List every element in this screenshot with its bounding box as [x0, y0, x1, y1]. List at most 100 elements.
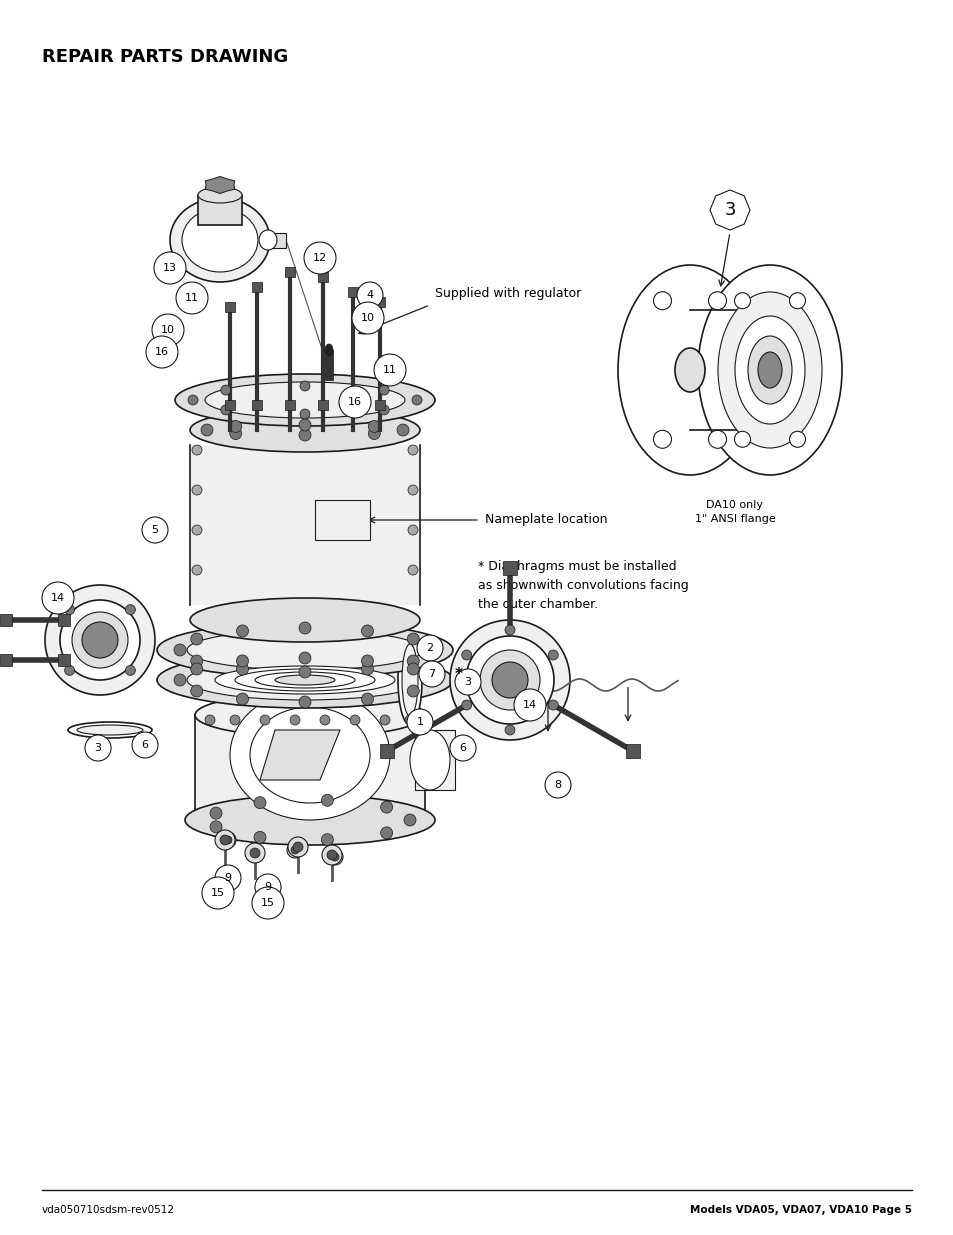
Ellipse shape [410, 730, 450, 790]
Circle shape [352, 303, 384, 333]
Circle shape [361, 693, 374, 705]
Circle shape [378, 405, 389, 415]
Bar [58, 655, 70, 666]
Circle shape [356, 282, 382, 308]
Ellipse shape [325, 345, 333, 356]
Circle shape [65, 605, 74, 615]
Circle shape [125, 605, 135, 615]
Bar [190, 445, 419, 605]
Circle shape [253, 831, 266, 844]
Circle shape [236, 693, 248, 705]
Circle shape [403, 814, 416, 826]
Circle shape [192, 525, 202, 535]
Circle shape [288, 837, 308, 857]
Circle shape [205, 715, 214, 725]
Circle shape [450, 735, 476, 761]
Circle shape [60, 600, 140, 680]
Ellipse shape [250, 706, 370, 803]
Circle shape [327, 848, 343, 864]
Circle shape [321, 834, 333, 846]
Ellipse shape [397, 635, 421, 725]
Circle shape [260, 715, 270, 725]
Circle shape [191, 634, 203, 645]
Circle shape [734, 431, 750, 447]
Ellipse shape [205, 382, 405, 417]
Ellipse shape [77, 725, 143, 735]
Text: 4: 4 [366, 290, 374, 300]
Circle shape [361, 655, 374, 667]
Bar [314, 500, 370, 540]
Circle shape [319, 715, 330, 725]
Text: 8: 8 [554, 781, 561, 790]
Ellipse shape [214, 666, 395, 694]
Circle shape [173, 674, 186, 685]
Text: vda050710sdsm-rev0512: vda050710sdsm-rev0512 [42, 1205, 174, 1215]
Bar [0, 614, 12, 626]
Circle shape [504, 725, 515, 735]
Circle shape [291, 846, 298, 853]
Circle shape [192, 564, 202, 576]
Circle shape [152, 314, 184, 346]
Text: Nameplate location: Nameplate location [484, 514, 607, 526]
Circle shape [65, 666, 74, 676]
Circle shape [85, 735, 111, 761]
Circle shape [461, 650, 471, 659]
Circle shape [299, 409, 310, 419]
Ellipse shape [230, 690, 390, 820]
Bar [268, 233, 286, 248]
Circle shape [544, 772, 571, 798]
Circle shape [374, 354, 406, 387]
Bar [285, 400, 294, 410]
Circle shape [653, 430, 671, 448]
Ellipse shape [698, 266, 841, 475]
Text: * Diaphragms must be installed
as shownwith convolutions facing
the outer chambe: * Diaphragms must be installed as shownw… [477, 559, 688, 611]
Circle shape [405, 715, 415, 725]
Text: Supplied with regulator: Supplied with regulator [435, 287, 580, 300]
Circle shape [192, 445, 202, 454]
Circle shape [220, 835, 230, 845]
Circle shape [142, 517, 168, 543]
Text: 3: 3 [94, 743, 101, 753]
Text: *: * [455, 667, 462, 682]
Bar [502, 561, 517, 576]
Bar [325, 350, 333, 380]
Circle shape [338, 387, 371, 417]
Circle shape [408, 445, 417, 454]
Circle shape [407, 663, 418, 676]
Circle shape [412, 395, 421, 405]
Text: 6: 6 [141, 740, 149, 750]
Text: 14: 14 [51, 593, 65, 603]
Circle shape [191, 655, 203, 667]
Circle shape [298, 652, 311, 664]
Circle shape [331, 853, 338, 861]
Circle shape [423, 674, 436, 685]
Circle shape [201, 424, 213, 436]
Text: 13: 13 [163, 263, 177, 273]
Circle shape [350, 715, 359, 725]
Circle shape [322, 845, 341, 864]
Circle shape [653, 291, 671, 310]
Circle shape [236, 655, 248, 667]
Circle shape [708, 291, 726, 310]
Text: 9: 9 [224, 873, 232, 883]
Circle shape [251, 848, 258, 857]
Circle shape [153, 252, 186, 284]
Ellipse shape [401, 643, 417, 716]
Circle shape [407, 634, 418, 645]
Bar [0, 655, 12, 666]
Text: 3: 3 [723, 201, 735, 219]
Circle shape [455, 669, 480, 695]
Bar [348, 287, 357, 296]
Circle shape [708, 430, 726, 448]
Ellipse shape [157, 652, 453, 708]
Circle shape [252, 887, 284, 919]
Text: 12: 12 [313, 253, 327, 263]
Ellipse shape [198, 186, 242, 203]
Text: 6: 6 [459, 743, 466, 753]
Ellipse shape [274, 676, 335, 685]
Circle shape [188, 395, 198, 405]
Circle shape [408, 564, 417, 576]
Text: 7: 7 [428, 669, 436, 679]
Circle shape [191, 663, 203, 676]
Circle shape [418, 661, 444, 687]
